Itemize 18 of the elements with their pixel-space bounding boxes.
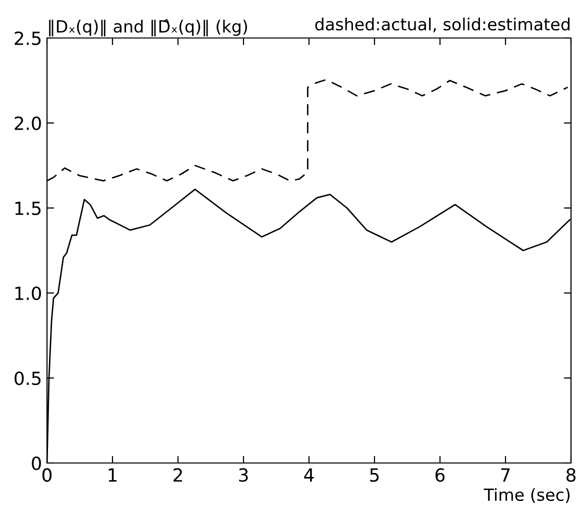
y-tick-label: 2.5 <box>14 31 41 46</box>
x-tick-label: 7 <box>501 468 510 482</box>
chart-title: ‖Dₓ(q)‖ and ‖D̂ₓ(q)‖ (kg) <box>49 19 248 36</box>
y-tick-label: 0 <box>32 456 41 470</box>
x-axis-title: Time (sec) <box>484 488 570 503</box>
x-tick-label: 0 <box>42 468 52 482</box>
x-tick-label: 2 <box>174 468 182 482</box>
y-tick-label: 1.0 <box>15 286 41 300</box>
y-tick-label: 1.5 <box>15 202 41 216</box>
y-tick-label: 2.0 <box>14 116 41 130</box>
x-tick-label: 8 <box>566 468 576 482</box>
x-tick-label: 6 <box>436 468 445 482</box>
x-tick-label: 4 <box>304 468 314 482</box>
text: dashed:actual, solid:estimated <box>315 18 570 32</box>
x-tick-label: 3 <box>239 468 248 482</box>
x-tick-label: 5 <box>370 468 379 482</box>
y-tick-label: 0.5 <box>14 371 41 386</box>
x-tick-label: 1 <box>108 468 117 482</box>
